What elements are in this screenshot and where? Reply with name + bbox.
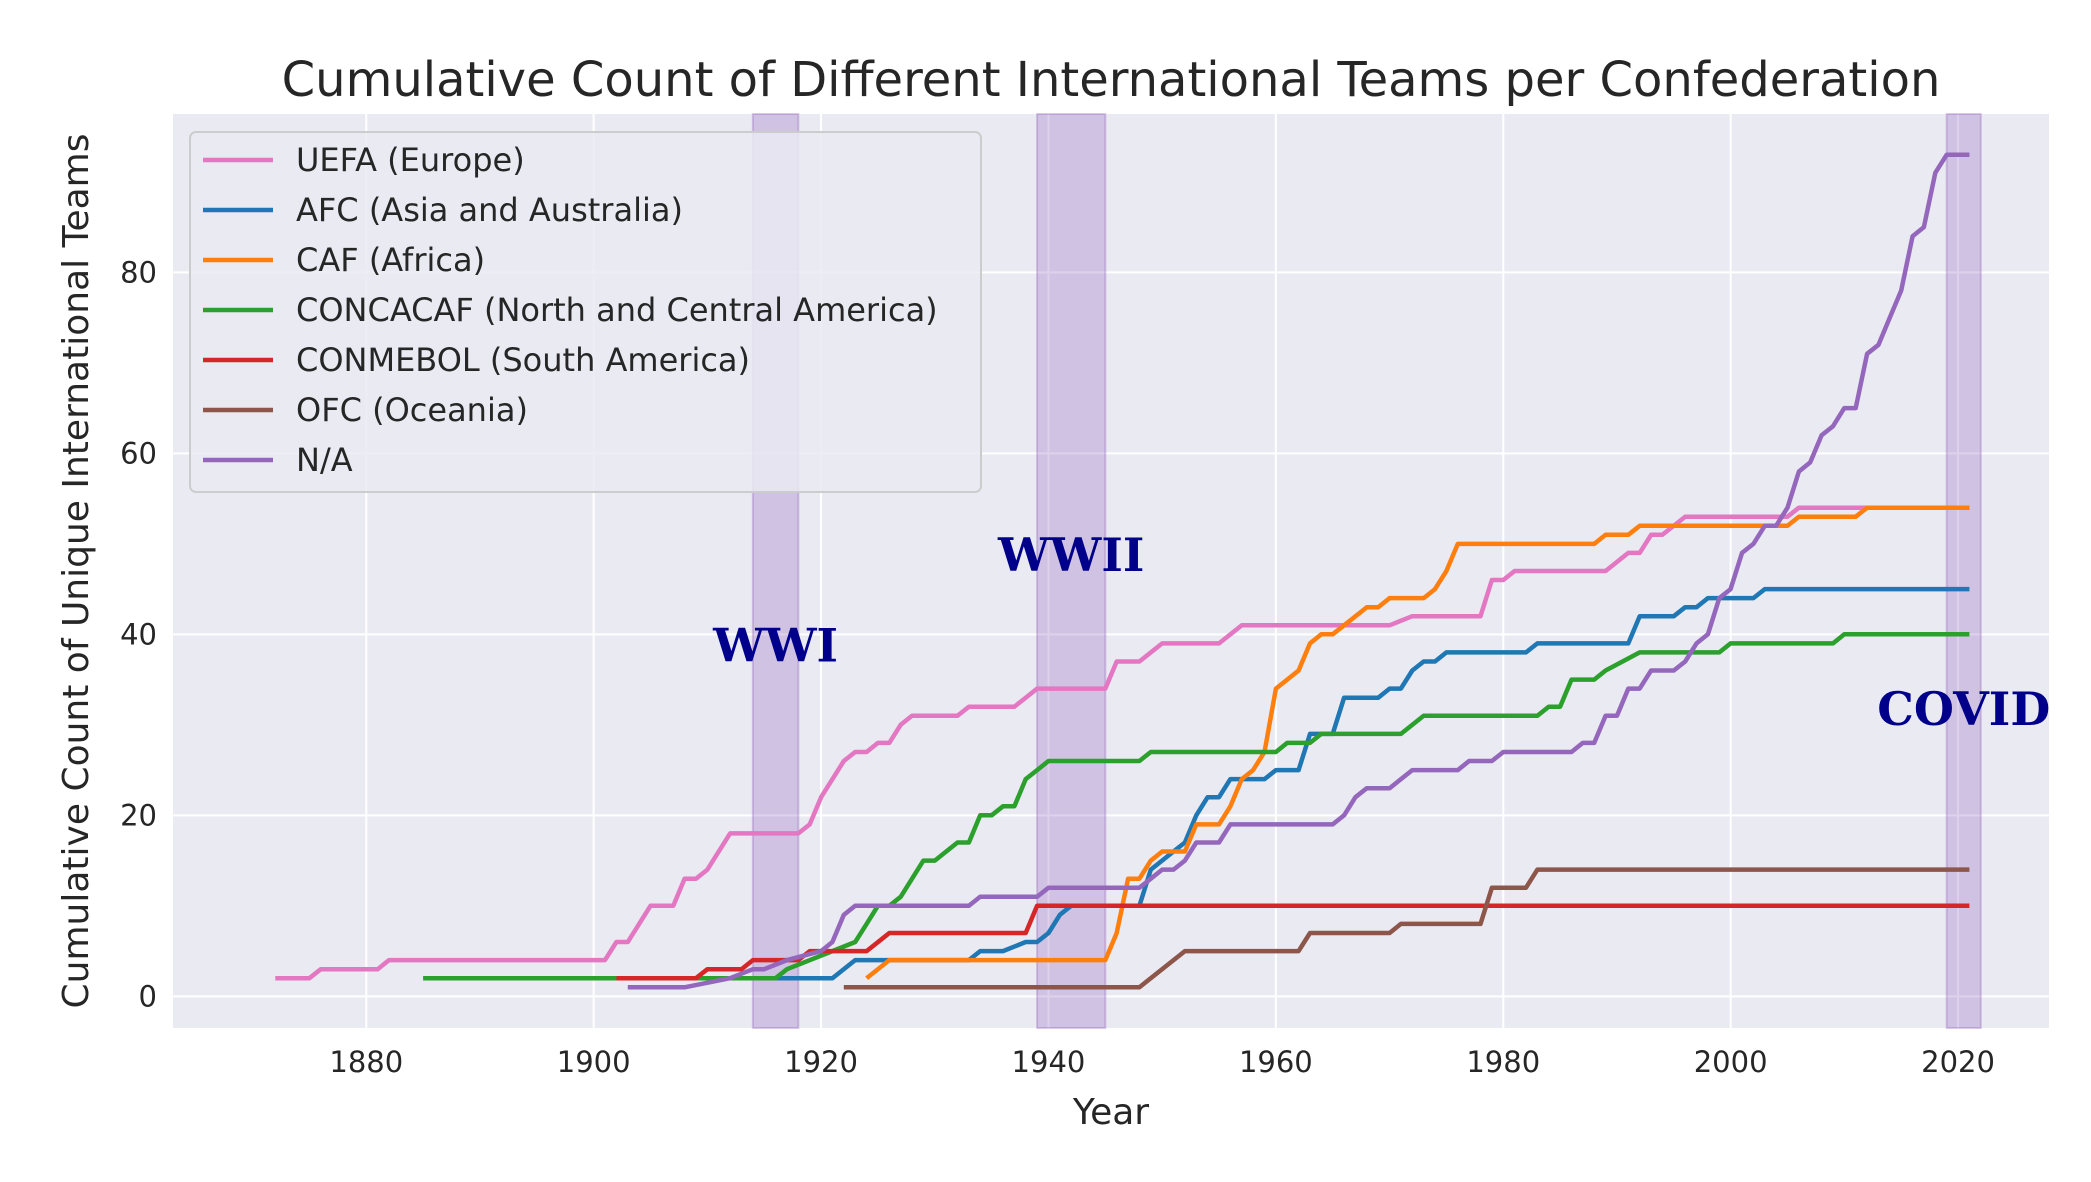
x-tick-label: 2020	[1921, 1045, 1995, 1079]
y-tick-label: 40	[120, 617, 157, 651]
shaded-period-wwii	[1036, 113, 1107, 1029]
shaded-period-covid	[1945, 113, 1982, 1029]
series-line-5	[843, 867, 1970, 990]
series-line-0	[275, 505, 1970, 981]
y-tick-labels: 0 20 40 60 80	[120, 255, 157, 1013]
legend-entry-2: CAF (Africa)	[296, 241, 485, 279]
series-line-2	[865, 505, 1970, 980]
y-tick-label: 20	[120, 798, 157, 832]
annotation-wwi: WWI	[712, 618, 838, 672]
legend-entry-4: CONMEBOL (South America)	[296, 341, 750, 379]
y-tick-label: 60	[120, 436, 157, 470]
chart-title: Cumulative Count of Different Internatio…	[282, 52, 1941, 108]
x-tick-label: 1880	[329, 1045, 403, 1079]
x-tick-label: 1960	[1239, 1045, 1313, 1079]
legend: UEFA (Europe) AFC (Asia and Australia) CAF…	[189, 131, 982, 493]
annotation-covid: COVID	[1877, 682, 2050, 736]
legend-box	[189, 131, 982, 493]
y-tick-label: 0	[139, 979, 157, 1013]
x-tick-label: 1940	[1012, 1045, 1086, 1079]
series-line-1	[775, 586, 1970, 981]
x-tick-label: 1900	[557, 1045, 631, 1079]
annotation-wwii: WWII	[997, 528, 1144, 582]
y-tick-label: 80	[120, 255, 157, 289]
legend-entry-1: AFC (Asia and Australia)	[296, 191, 683, 229]
x-tick-label: 1920	[784, 1045, 858, 1079]
x-axis-label: Year	[1072, 1092, 1149, 1133]
legend-entry-3: CONCACAF (North and Central America)	[296, 291, 938, 329]
legend-entry-6: N/A	[296, 441, 353, 479]
legend-entry-0: UEFA (Europe)	[296, 141, 525, 179]
series-line-6	[627, 152, 1970, 990]
x-tick-label: 2000	[1694, 1045, 1768, 1079]
y-axis-label: Cumulative Count of Unique International…	[56, 134, 97, 1009]
legend-entry-5: OFC (Oceania)	[296, 391, 528, 429]
series-lines	[275, 152, 1970, 990]
x-tick-label: 1980	[1466, 1045, 1540, 1079]
period-annotations: WWI WWII COVID	[712, 528, 2050, 736]
x-tick-labels: 1880 1900 1920 1940 1960 1980 2000 2020	[329, 1045, 1995, 1079]
